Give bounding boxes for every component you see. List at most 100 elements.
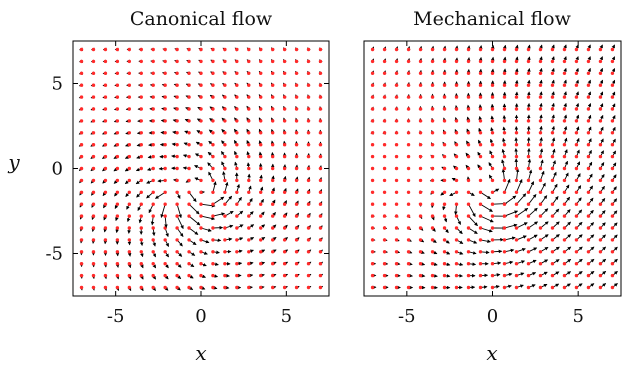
grid-point: [490, 119, 495, 123]
grid-point: [187, 83, 191, 87]
grid-point: [598, 178, 603, 183]
grid-point: [550, 166, 555, 171]
grid-point: [270, 59, 275, 64]
grid-point: [127, 273, 132, 278]
grid-point: [610, 59, 615, 64]
grid-point: [550, 262, 555, 266]
grid-point: [282, 285, 287, 290]
ticks-canonical: -5 0 5 -5 0 5: [45, 41, 329, 327]
grid-point: [382, 226, 387, 230]
grid-point: [139, 71, 143, 76]
grid-point: [394, 107, 399, 111]
grid-point: [294, 107, 299, 111]
grid-point: [282, 178, 287, 183]
grid-point: [247, 154, 251, 159]
grid-point: [586, 83, 591, 87]
grid-point: [270, 83, 275, 87]
grid-point: [490, 154, 495, 159]
grid-point: [514, 285, 519, 290]
grid-point: [502, 262, 507, 266]
grid-point: [282, 166, 287, 171]
grid-point: [163, 154, 167, 159]
grid-point: [270, 250, 275, 254]
grid-point: [294, 214, 299, 218]
grid-point: [163, 250, 167, 254]
grid-point: [259, 47, 263, 52]
grid-point: [514, 154, 519, 159]
grid-point: [294, 178, 299, 183]
grid-point: [211, 226, 215, 230]
grid-point: [394, 273, 399, 278]
grid-point: [294, 131, 299, 135]
grid-point: [562, 238, 567, 242]
grid-point: [502, 95, 507, 99]
grid-point: [442, 143, 447, 147]
grid-point: [454, 250, 459, 254]
grid-point: [382, 262, 387, 266]
grid-point: [306, 47, 311, 52]
grid-point: [598, 95, 603, 99]
grid-point: [502, 250, 507, 254]
grid-point: [598, 238, 603, 242]
grid-point: [79, 238, 84, 242]
grid-point: [103, 285, 108, 290]
grid-point: [223, 226, 227, 230]
grid-point: [550, 71, 555, 76]
grid-point: [187, 178, 191, 183]
grid-point: [466, 143, 471, 147]
grid-point: [478, 131, 483, 135]
grid-point: [610, 273, 615, 278]
grid-point: [235, 71, 239, 76]
grid-point: [430, 226, 435, 230]
grid-point: [163, 262, 167, 266]
grid-point: [406, 285, 411, 290]
grid-point: [139, 166, 143, 171]
grid-point: [418, 178, 423, 183]
x-tick-label: 5: [572, 306, 583, 327]
grid-point: [478, 166, 483, 171]
chart-title-mechanical: Mechanical flow: [413, 8, 571, 30]
grid-point: [247, 47, 251, 52]
field-arrow: [504, 223, 518, 229]
grid-point: [538, 95, 543, 99]
grid-point: [466, 95, 471, 99]
grid-point: [562, 273, 567, 278]
grid-point: [610, 166, 615, 171]
grid-point: [382, 250, 387, 254]
field-arrow: [212, 181, 217, 193]
grid-point: [91, 59, 96, 64]
grid-point: [79, 273, 84, 278]
grid-point: [442, 250, 447, 254]
grid-point: [406, 83, 411, 87]
grid-point: [514, 226, 519, 230]
grid-point: [454, 47, 459, 52]
grid-point: [235, 273, 239, 278]
grid-point: [211, 154, 215, 159]
grid-point: [79, 166, 84, 171]
grid-point: [394, 285, 399, 290]
grid-point: [91, 250, 96, 254]
grid-point: [382, 166, 387, 171]
grid-point: [318, 119, 323, 123]
grid-point: [91, 95, 96, 99]
field-arrow: [212, 212, 226, 217]
grid-point: [282, 83, 287, 87]
chart-title-canonical: Canonical flow: [130, 8, 273, 30]
grid-point: [115, 226, 120, 230]
grid-point: [382, 285, 387, 290]
grid-point: [610, 214, 615, 218]
grid-point: [610, 250, 615, 254]
grid-point: [187, 95, 191, 99]
grid-point: [282, 95, 287, 99]
grid-point: [282, 250, 287, 254]
grid-point: [79, 190, 84, 194]
grid-point: [574, 107, 579, 111]
grid-point: [442, 226, 447, 230]
grid-point: [187, 202, 191, 206]
grid-point: [514, 143, 519, 147]
grid-point: [598, 143, 603, 147]
grid-point: [406, 95, 411, 99]
grid-point: [139, 285, 143, 290]
grid-point: [282, 273, 287, 278]
x-axis-label-canonical: x: [195, 341, 206, 365]
